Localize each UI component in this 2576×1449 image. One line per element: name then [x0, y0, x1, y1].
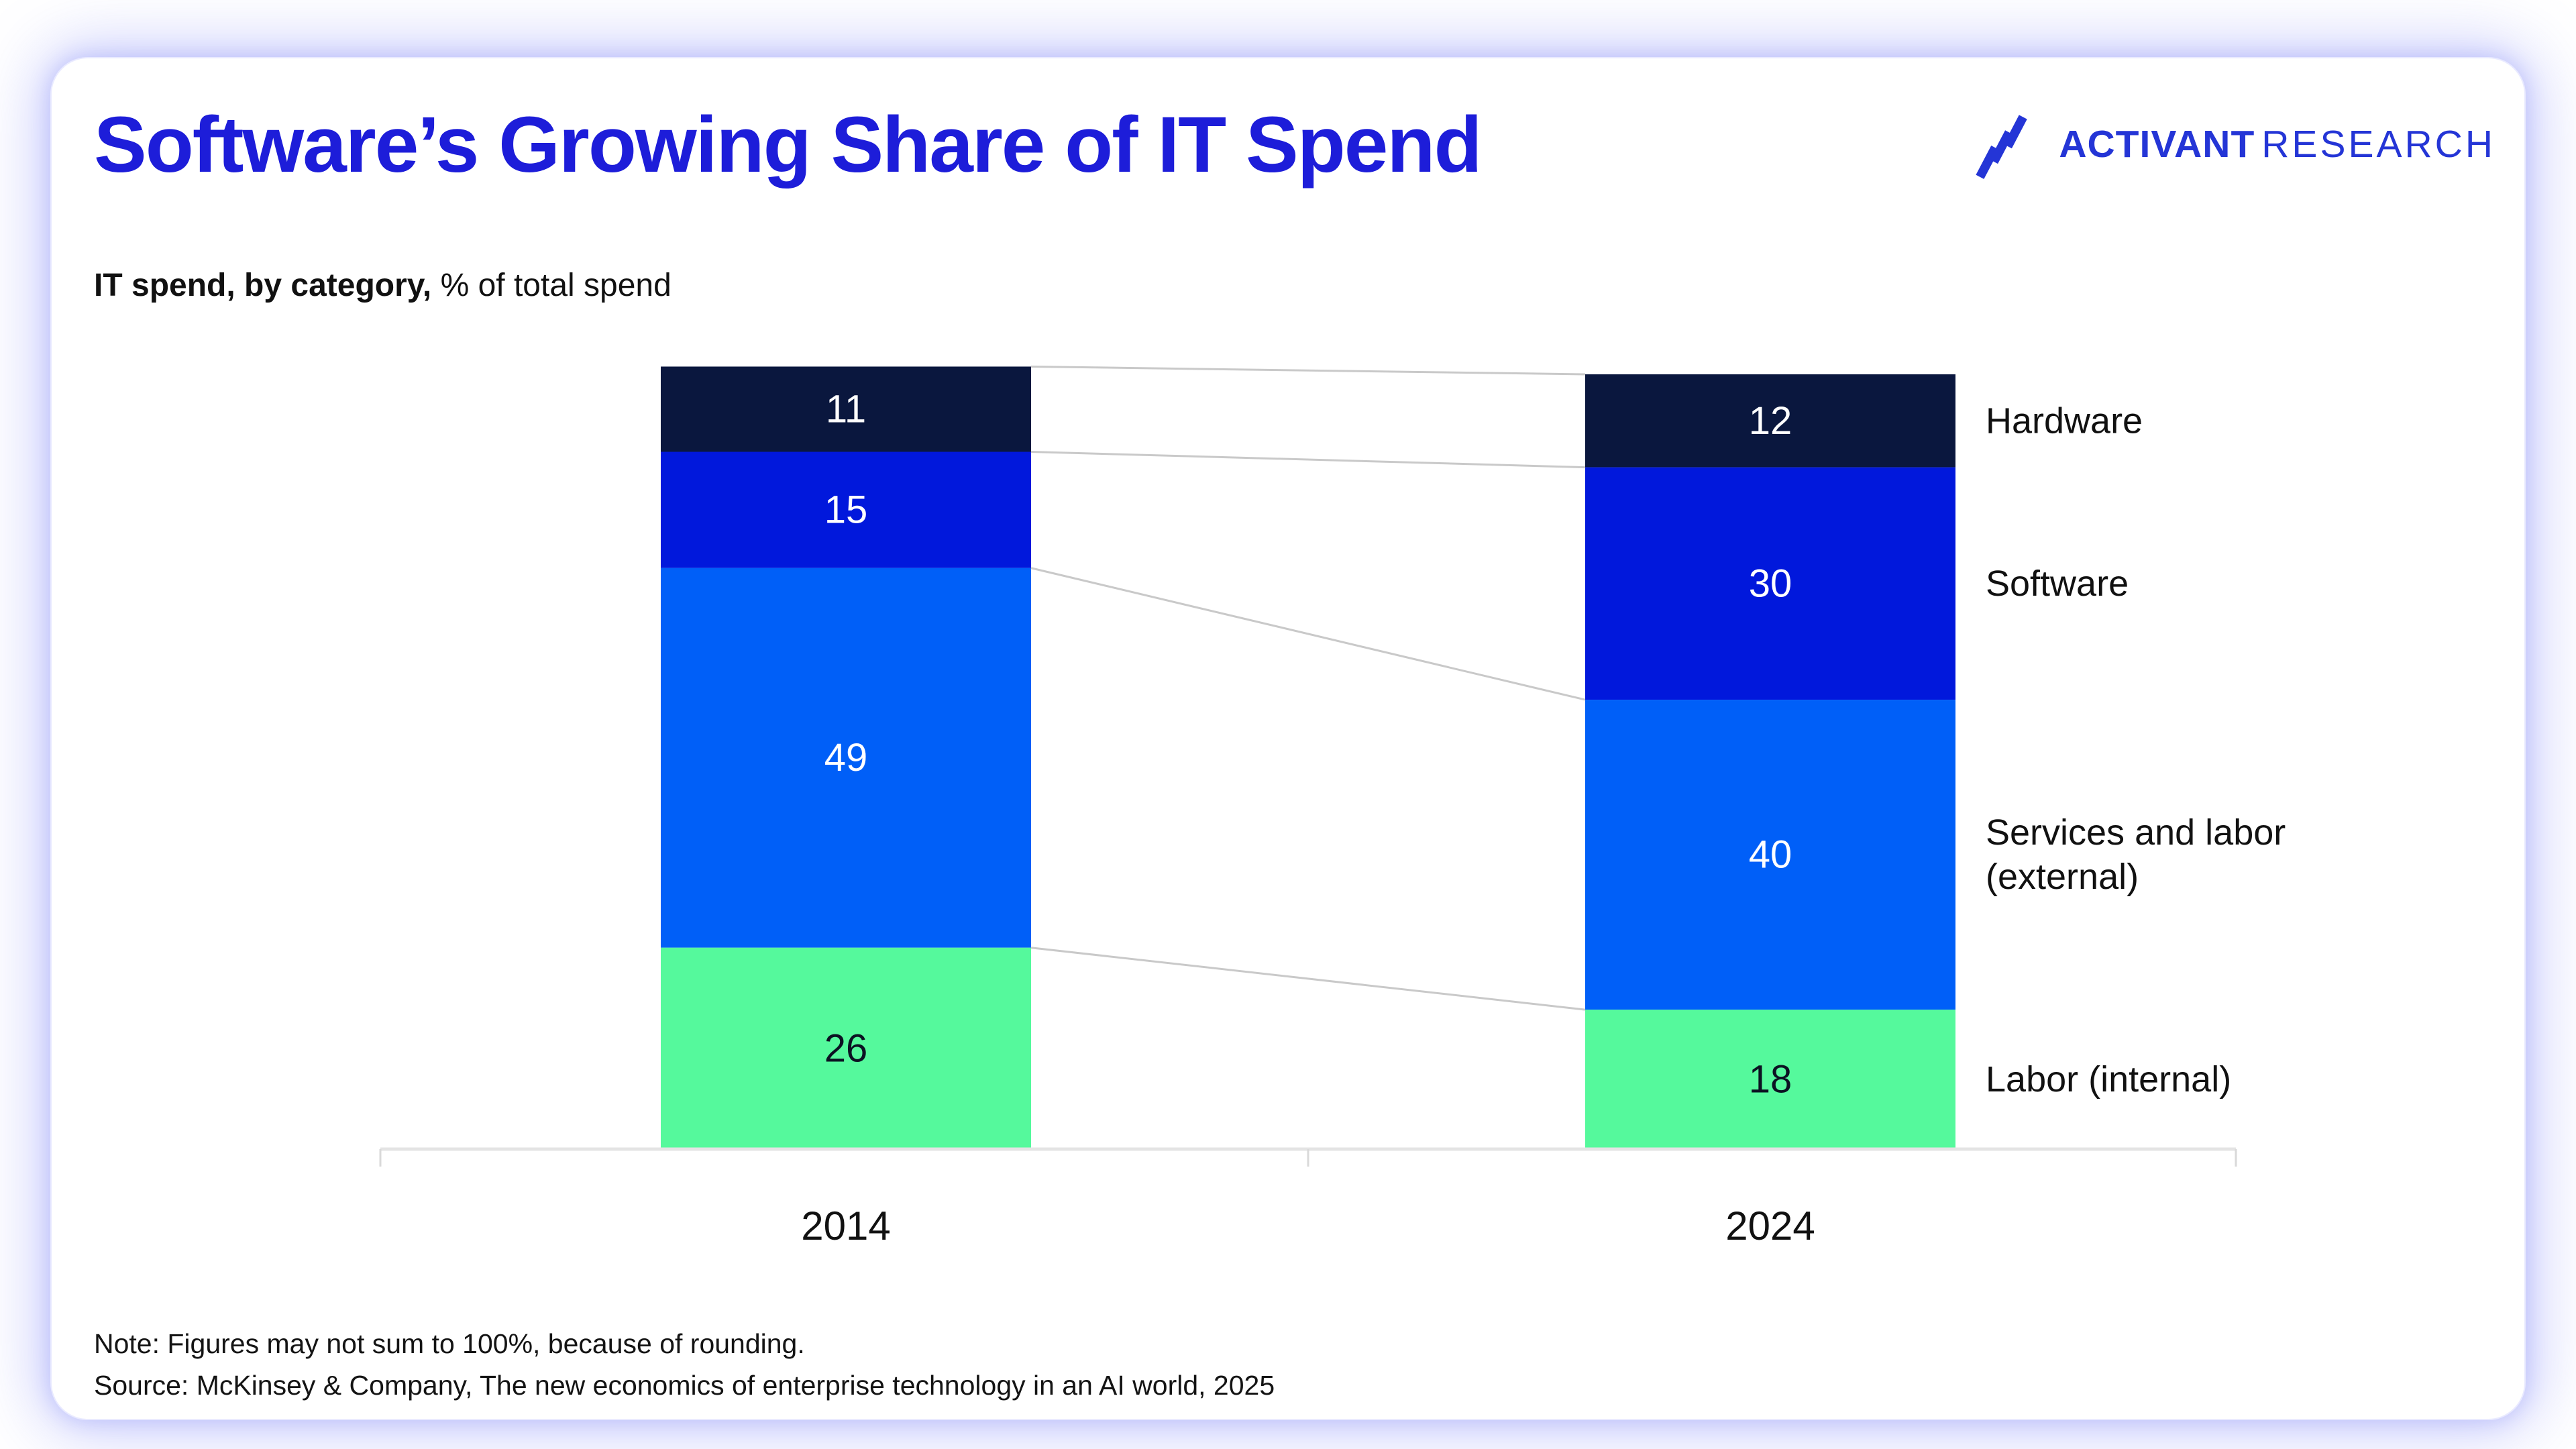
segment-2024-labor-internal [1585, 1010, 1955, 1149]
segment-2014-labor-internal [661, 947, 1031, 1149]
segment-2024-software [1585, 467, 1955, 700]
brand-logo: ACTIVANT RESEARCH [1974, 107, 2496, 181]
value-label-2014-labor-internal: 26 [824, 1026, 868, 1070]
subtitle-rest: % of total spend [440, 268, 672, 303]
value-label-2024-services-and-labor-external: 40 [1749, 833, 1792, 877]
connector-line-hardware [1030, 365, 1586, 376]
value-label-2024-hardware: 12 [1749, 399, 1792, 443]
segment-2024-hardware [1585, 374, 1955, 468]
page-title: Software’s Growing Share of IT Spend [94, 101, 1483, 189]
subtitle-bold: IT spend, by category, [94, 268, 432, 303]
segment-2014-software [661, 451, 1031, 568]
value-label-2024-labor-internal: 18 [1749, 1058, 1792, 1102]
brand-name: ACTIVANT [2059, 123, 2255, 166]
connector-line-services-and-labor-external [1030, 567, 1586, 701]
activant-icon [1974, 107, 2044, 181]
segment-2014-hardware [661, 366, 1031, 452]
chart-subtitle: IT spend, by category, % of total spend [94, 267, 672, 304]
connector-line-software [1030, 451, 1586, 469]
series-label-services-and-labor-external: Services and labor (external) [1986, 812, 2286, 897]
value-label-2014-software: 15 [824, 488, 868, 532]
segment-2014-services-and-labor-external [661, 568, 1031, 948]
segment-2024-services-and-labor-external [1585, 700, 1955, 1010]
footnote: Note: Figures may not sum to 100%, becau… [94, 1323, 1275, 1406]
series-label-labor-internal: Labor (internal) [1986, 1059, 2231, 1099]
value-label-2014-hardware: 11 [826, 387, 866, 431]
x-axis-label-2024: 2024 [1725, 1203, 1815, 1248]
x-axis-label-2014: 2014 [801, 1203, 890, 1248]
source-line: Source: McKinsey & Company, The new econ… [94, 1370, 1275, 1401]
connector-line-labor-internal [1030, 947, 1586, 1011]
series-label-software: Software [1986, 564, 2129, 604]
value-label-2014-services-and-labor-external: 49 [824, 736, 868, 780]
series-label-hardware: Hardware [1986, 400, 2143, 441]
note-line: Note: Figures may not sum to 100%, becau… [94, 1328, 805, 1359]
brand-suffix: RESEARCH [2261, 123, 2496, 166]
value-label-2024-software: 30 [1749, 561, 1792, 605]
chart-card [50, 57, 2526, 1420]
